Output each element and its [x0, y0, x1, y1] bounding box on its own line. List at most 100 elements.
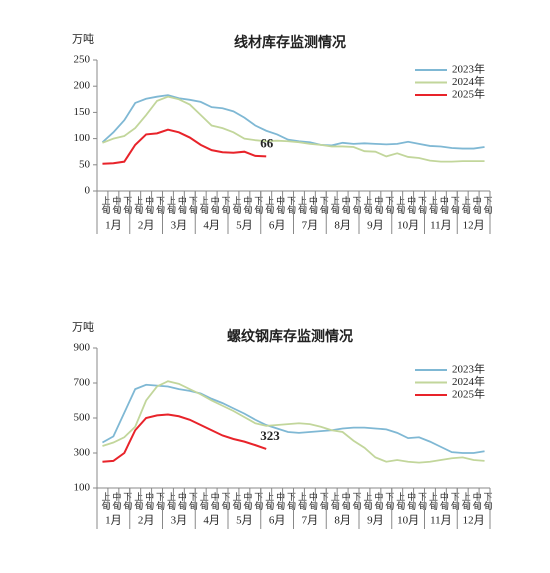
x-tick-label: 下旬 — [483, 196, 493, 215]
month-label: 4月 — [203, 515, 220, 527]
line-series — [102, 380, 485, 464]
x-tick-label: 中旬 — [210, 491, 220, 511]
x-tick-label: 上旬 — [231, 196, 241, 215]
x-tick-label: 上旬 — [166, 492, 176, 511]
x-tick-label: 上旬 — [264, 492, 274, 511]
x-tick-label: 上旬 — [231, 492, 241, 511]
month-label: 7月 — [302, 515, 319, 527]
x-tick-label: 中旬 — [275, 491, 285, 511]
x-tick-label: 中旬 — [373, 195, 383, 215]
x-tick-label: 中旬 — [308, 491, 318, 511]
x-tick-label: 中旬 — [406, 491, 416, 511]
legend-label: 2023年 — [452, 62, 485, 76]
x-tick-label: 上旬 — [428, 492, 438, 511]
x-tick-label: 上旬 — [395, 492, 405, 511]
y-tick-label: 300 — [74, 447, 91, 459]
line-series — [102, 413, 267, 463]
x-tick-label: 下旬 — [319, 492, 329, 511]
y-tick-label: 0 — [85, 185, 91, 197]
x-tick-label: 下旬 — [155, 492, 165, 511]
x-tick-label: 上旬 — [100, 196, 110, 215]
x-tick-label: 中旬 — [472, 195, 482, 215]
month-label: 9月 — [367, 515, 384, 527]
x-tick-label: 下旬 — [221, 492, 231, 511]
x-tick-label: 中旬 — [111, 491, 121, 511]
x-tick-label: 下旬 — [450, 492, 460, 511]
x-tick-label: 上旬 — [133, 196, 143, 215]
y-tick-label: 200 — [74, 80, 91, 92]
x-tick-label: 中旬 — [373, 491, 383, 511]
y-tick-label: 50 — [79, 158, 91, 170]
y-tick-label: 100 — [74, 132, 91, 144]
month-label: 7月 — [302, 220, 319, 232]
y-tick-label: 250 — [74, 54, 91, 66]
x-tick-label: 下旬 — [253, 492, 263, 511]
x-tick-label: 中旬 — [439, 491, 449, 511]
month-label: 12月 — [463, 220, 485, 232]
line-series — [102, 128, 267, 165]
x-tick-label: 上旬 — [330, 492, 340, 511]
x-tick-label: 上旬 — [395, 196, 405, 215]
x-tick-label: 上旬 — [330, 196, 340, 215]
x-tick-label: 上旬 — [461, 196, 471, 215]
y-tick-label: 900 — [74, 342, 91, 354]
x-tick-label: 中旬 — [341, 491, 351, 511]
x-tick-label: 上旬 — [199, 196, 209, 215]
x-tick-label: 下旬 — [450, 196, 460, 215]
x-tick-label: 上旬 — [264, 196, 274, 215]
x-tick-label: 中旬 — [472, 491, 482, 511]
month-label: 6月 — [269, 515, 286, 527]
x-tick-label: 上旬 — [166, 196, 176, 215]
x-tick-label: 中旬 — [177, 491, 187, 511]
x-tick-label: 下旬 — [417, 196, 427, 215]
x-tick-label: 上旬 — [297, 492, 307, 511]
x-tick-label: 下旬 — [188, 196, 198, 215]
month-label: 1月 — [105, 515, 122, 527]
x-tick-label: 中旬 — [144, 491, 154, 511]
value-label: 66 — [260, 135, 274, 150]
x-tick-label: 中旬 — [308, 195, 318, 215]
x-tick-label: 中旬 — [177, 195, 187, 215]
x-tick-label: 下旬 — [155, 196, 165, 215]
value-label: 323 — [260, 428, 280, 443]
x-tick-label: 中旬 — [242, 195, 252, 215]
month-label: 3月 — [171, 220, 188, 232]
month-label: 5月 — [236, 220, 253, 232]
unit-label: 万吨 — [72, 321, 94, 334]
x-tick-label: 下旬 — [384, 492, 394, 511]
month-label: 10月 — [397, 220, 419, 232]
y-tick-label: 500 — [74, 412, 91, 424]
month-label: 2月 — [138, 515, 155, 527]
x-tick-label: 下旬 — [253, 196, 263, 215]
month-label: 6月 — [269, 220, 286, 232]
chart-title: 线材库存监测情况 — [234, 34, 346, 51]
legend-label: 2025年 — [452, 87, 485, 101]
month-label: 11月 — [430, 220, 452, 232]
month-label: 3月 — [171, 515, 188, 527]
x-tick-label: 中旬 — [242, 491, 252, 511]
x-tick-label: 下旬 — [221, 196, 231, 215]
month-label: 8月 — [334, 515, 351, 527]
line-series — [101, 94, 485, 150]
x-tick-label: 上旬 — [362, 196, 372, 215]
x-tick-label: 中旬 — [406, 195, 416, 215]
x-tick-label: 上旬 — [428, 196, 438, 215]
x-tick-label: 下旬 — [122, 196, 132, 215]
legend-label: 2025年 — [452, 387, 485, 401]
month-label: 4月 — [203, 220, 220, 232]
x-tick-label: 下旬 — [352, 196, 362, 215]
month-label: 1月 — [105, 220, 122, 232]
x-tick-label: 下旬 — [122, 492, 132, 511]
y-tick-label: 150 — [74, 106, 91, 118]
month-label: 5月 — [236, 515, 253, 527]
chart-title: 螺纹钢库存监测情况 — [227, 328, 353, 345]
x-tick-label: 上旬 — [100, 492, 110, 511]
month-label: 2月 — [138, 220, 155, 232]
x-tick-label: 上旬 — [461, 492, 471, 511]
line-series — [102, 383, 485, 454]
x-tick-label: 下旬 — [384, 196, 394, 215]
x-tick-label: 中旬 — [275, 195, 285, 215]
x-tick-label: 下旬 — [188, 492, 198, 511]
legend-label: 2024年 — [452, 374, 485, 388]
